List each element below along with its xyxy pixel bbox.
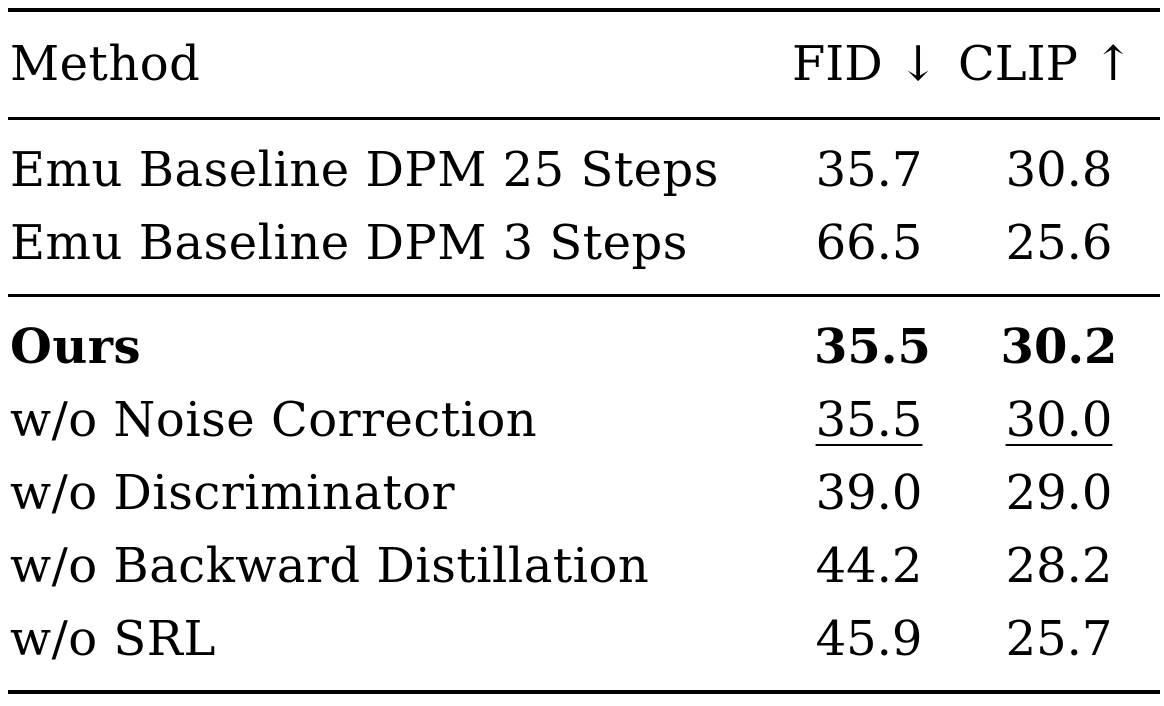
fid-cell: 35.7 [815,142,923,198]
header-row: Method FID ↓ CLIP ↑ [8,12,1160,117]
clip-cell: 30.8 [1005,142,1113,198]
table-row: Emu Baseline DPM 25 Steps 35.7 30.8 [8,134,1160,207]
group-rule [8,294,1160,297]
table-row: w/o Backward Distillation 44.2 28.2 [8,530,1160,603]
fid-value-underlined: 35.5 [815,392,923,448]
table-row: w/o Discriminator 39.0 29.0 [8,457,1160,530]
top-rule [8,8,1160,12]
fid-cell: 44.2 [815,538,923,594]
header-fid: FID ↓ [792,36,939,92]
header-rule [8,117,1160,120]
method-cell: Emu Baseline DPM 25 Steps [10,142,719,198]
method-cell: Ours [10,319,142,375]
fid-cell: 39.0 [815,465,923,521]
clip-cell: 25.6 [1005,215,1113,271]
fid-cell: 45.9 [815,611,923,667]
clip-cell: 25.7 [1005,611,1113,667]
method-cell: w/o Noise Correction [10,392,538,448]
clip-cell: 30.0 [994,384,1124,457]
method-cell: w/o Discriminator [10,465,456,521]
ablation-group: Ours 35.5 30.2 w/o Noise Correction 35.5… [8,297,1160,690]
method-cell: w/o SRL [10,611,216,667]
bottom-rule [8,690,1160,694]
header-clip: CLIP ↑ [958,36,1134,92]
clip-cell: 29.0 [1005,465,1113,521]
table-row: Emu Baseline DPM 3 Steps 66.5 25.6 [8,207,1160,280]
clip-cell: 30.2 [1000,319,1118,375]
fid-cell: 35.5 [814,384,924,457]
table-row-ours: Ours 35.5 30.2 [8,311,1160,384]
fid-cell: 66.5 [815,215,923,271]
baseline-group: Emu Baseline DPM 25 Steps 35.7 30.8 Emu … [8,120,1160,294]
clip-value-underlined: 30.0 [1005,392,1113,448]
clip-cell: 28.2 [1005,538,1113,594]
method-cell: Emu Baseline DPM 3 Steps [10,215,688,271]
results-table: Method FID ↓ CLIP ↑ Emu Baseline DPM 25 … [8,8,1160,694]
table-row: w/o Noise Correction 35.5 30.0 [8,384,1160,457]
table-row: w/o SRL 45.9 25.7 [8,603,1160,676]
header-method: Method [10,36,201,92]
method-cell: w/o Backward Distillation [10,538,650,594]
fid-cell: 35.5 [814,319,931,375]
